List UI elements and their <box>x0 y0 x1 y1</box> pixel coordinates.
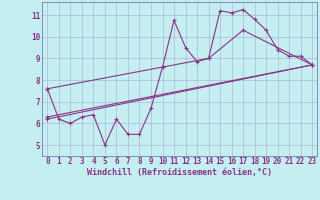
X-axis label: Windchill (Refroidissement éolien,°C): Windchill (Refroidissement éolien,°C) <box>87 168 272 177</box>
